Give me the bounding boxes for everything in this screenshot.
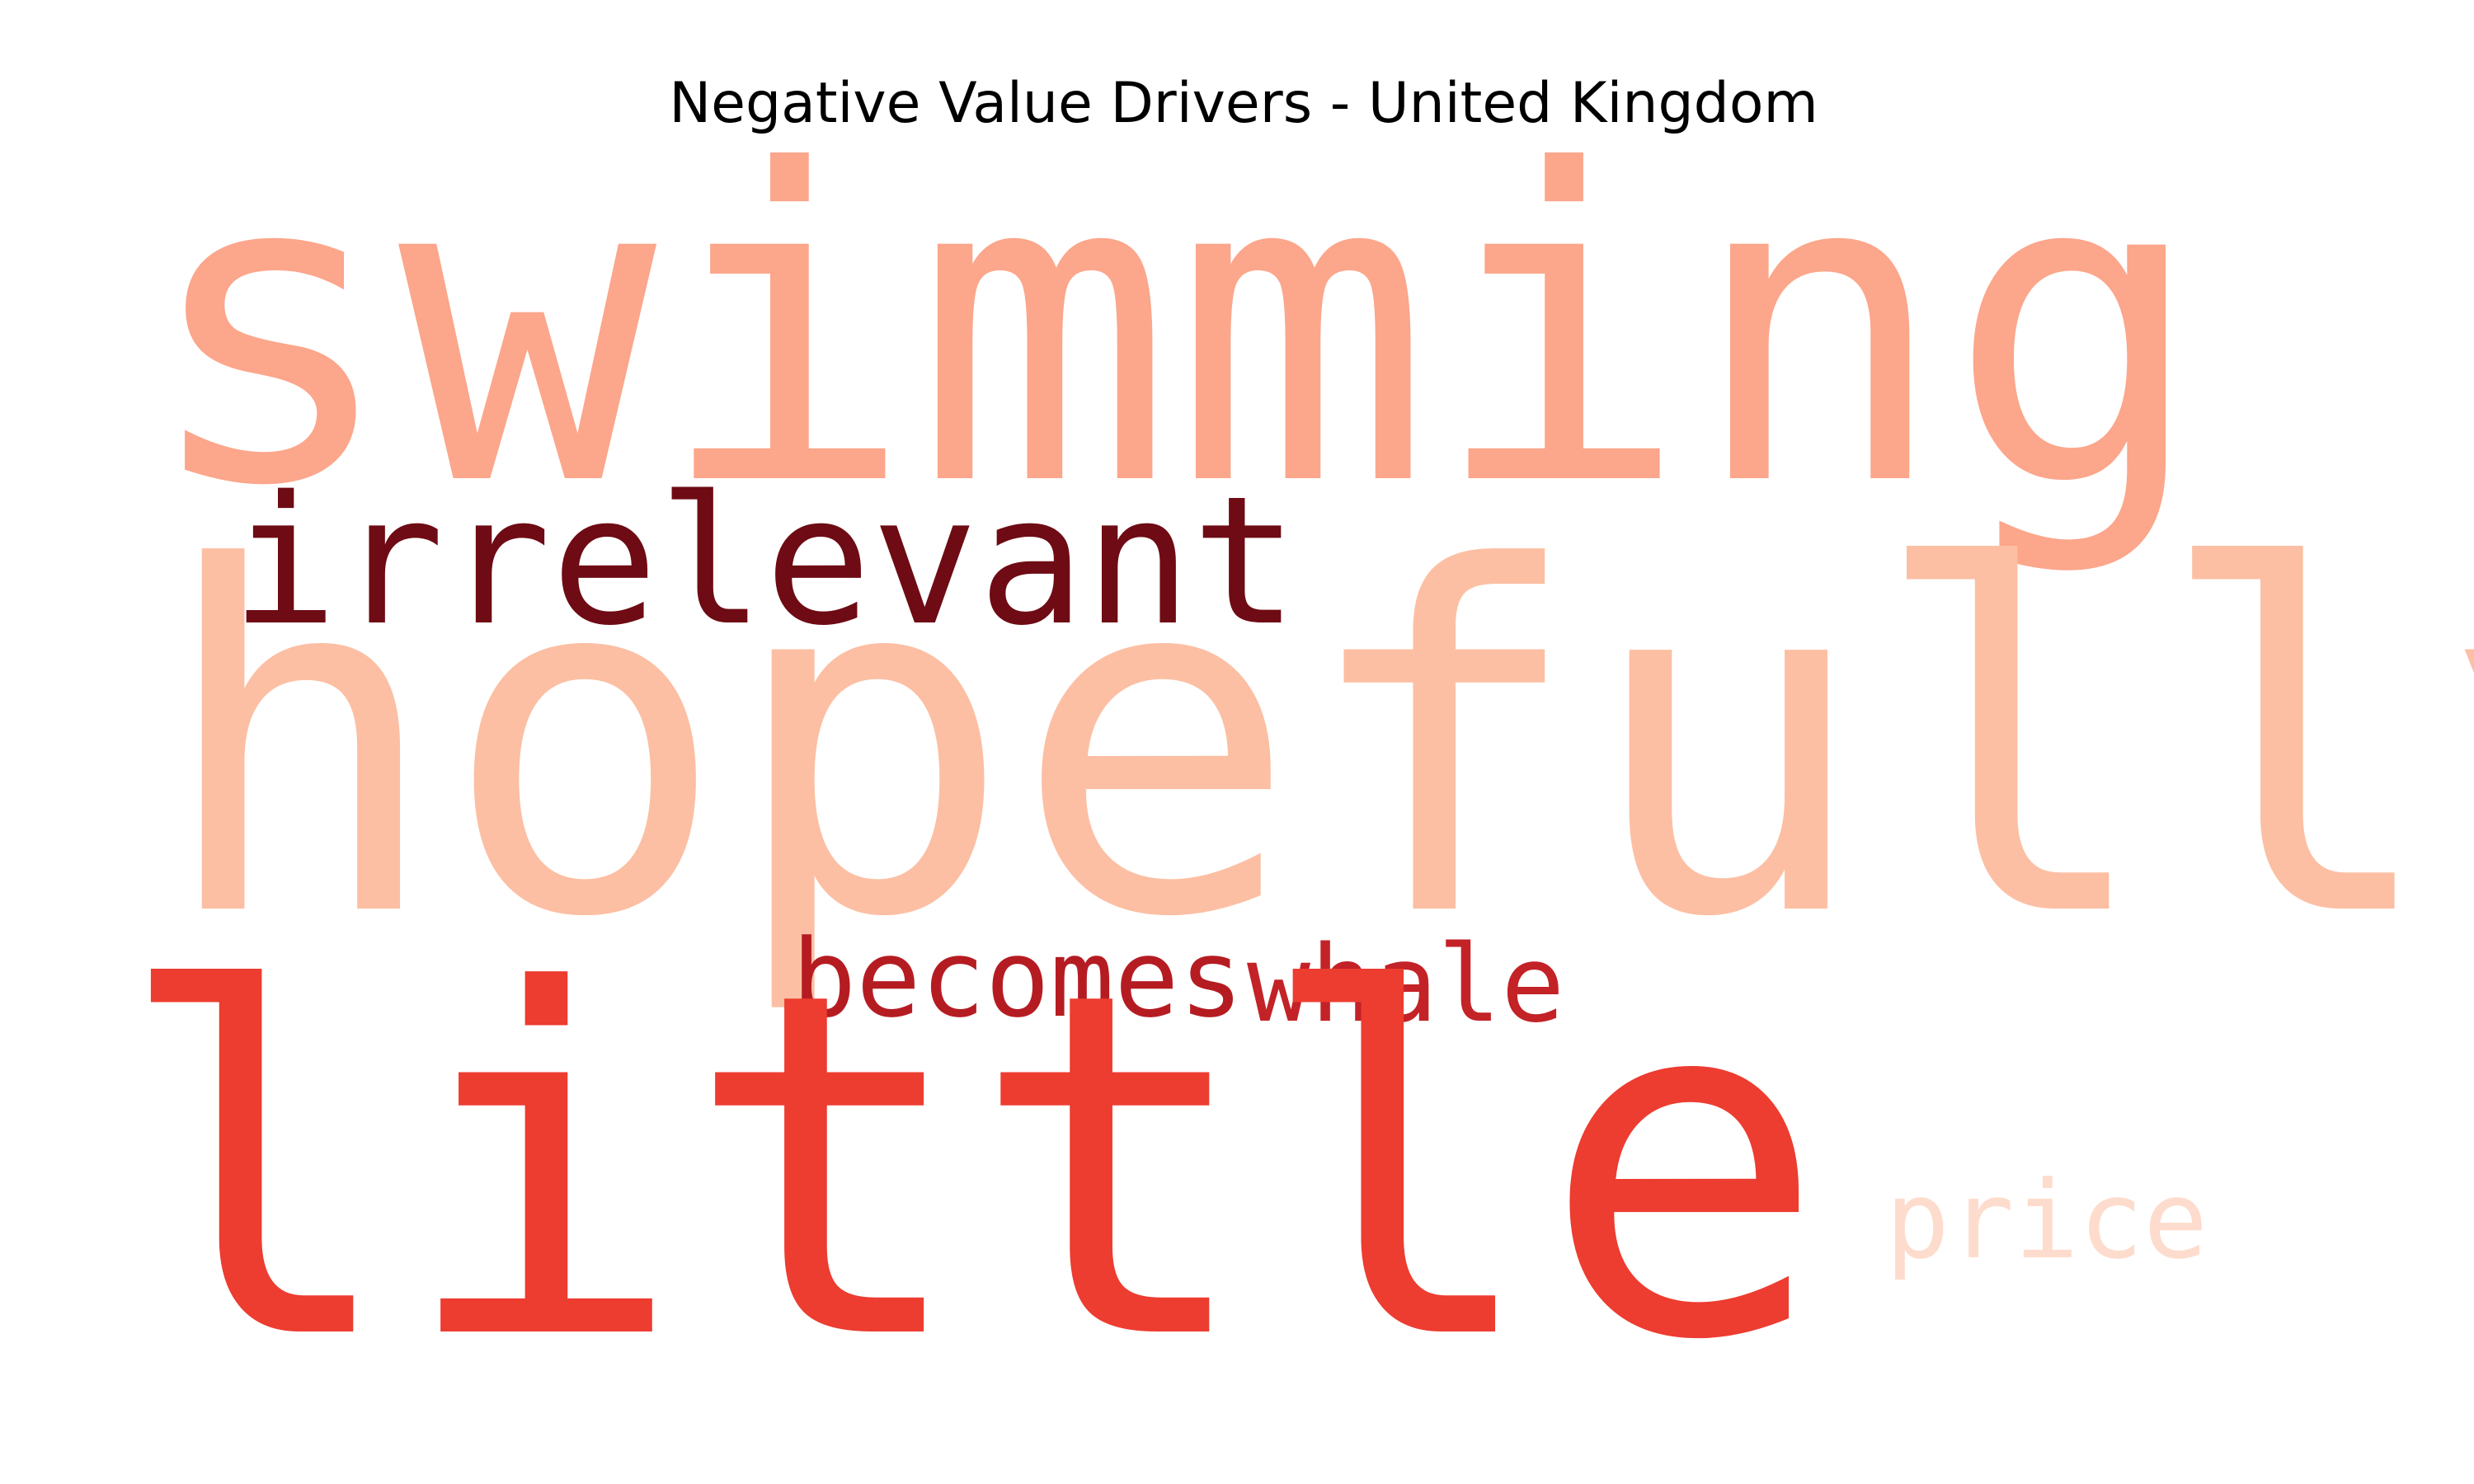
word-swimming: swimming <box>140 80 2206 580</box>
chart-title: Negative Value Drivers - United Kingdom <box>669 71 1818 136</box>
word-whale: whale <box>1247 923 1564 1046</box>
word-becomes: becomes <box>792 916 1244 1041</box>
word-hopefully: hopefully <box>157 468 2474 1021</box>
word-irrelevant: irrelevant <box>231 458 1298 665</box>
word-little: little <box>114 891 1827 1444</box>
word-price: price <box>1885 1158 2208 1283</box>
word-group: swimming irrelevant hopefully becomes wh… <box>114 80 2474 1444</box>
